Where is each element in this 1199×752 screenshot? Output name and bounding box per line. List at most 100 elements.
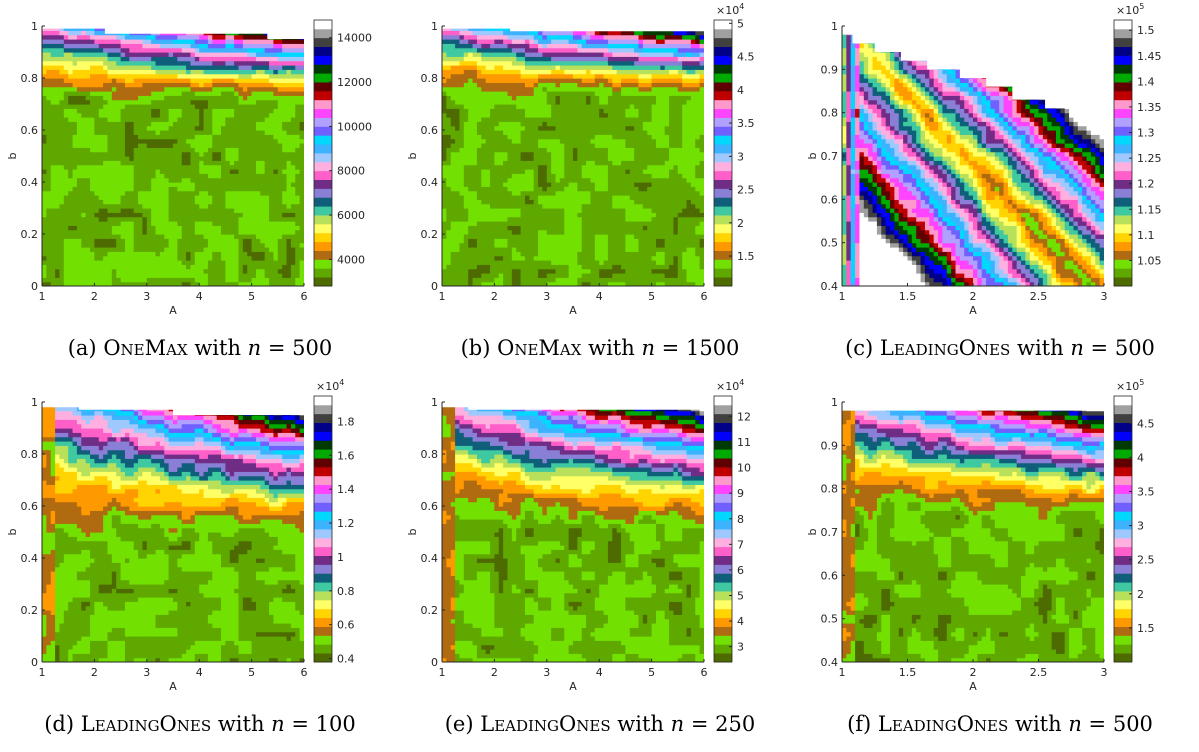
heatmap-cell <box>190 268 196 274</box>
heatmap-cell <box>76 234 82 239</box>
heatmap-cell <box>63 268 69 274</box>
heatmap-cell <box>146 229 152 235</box>
heatmap-cell <box>463 143 469 148</box>
heatmap-cell <box>103 164 109 170</box>
heatmap-cell <box>442 34 447 40</box>
heatmap-cell <box>277 47 283 53</box>
heatmap-cell <box>485 147 491 153</box>
heatmap-cell <box>511 255 517 261</box>
heatmap-cell <box>199 78 205 83</box>
heatmap-cell <box>72 203 78 209</box>
heatmap-cell <box>81 117 87 122</box>
heatmap-cell <box>299 247 304 252</box>
heatmap-cell <box>503 108 509 114</box>
heatmap-cell <box>442 229 447 235</box>
heatmap-cell <box>242 112 248 118</box>
heatmap-cell <box>177 147 183 153</box>
heatmap-cell <box>177 268 183 274</box>
heatmap-cell <box>142 160 148 166</box>
heatmap-cell <box>295 242 301 248</box>
heatmap-cell <box>142 260 148 265</box>
heatmap-cell <box>520 108 526 114</box>
heatmap-cell <box>494 251 500 257</box>
heatmap-cell <box>260 147 266 153</box>
heatmap-cell <box>63 73 69 79</box>
heatmap-cell <box>290 91 296 96</box>
heatmap-cell <box>472 78 478 83</box>
heatmap-cell <box>507 60 513 66</box>
heatmap-cell <box>177 229 183 235</box>
heatmap-cell <box>255 34 261 40</box>
heatmap-cell <box>173 52 178 57</box>
heatmap-cell <box>173 160 178 166</box>
heatmap-cell <box>498 173 504 179</box>
heatmap-cell <box>151 43 157 49</box>
heatmap-cell <box>168 281 174 286</box>
heatmap-cell <box>190 151 196 157</box>
heatmap-cell <box>76 47 82 53</box>
heatmap-cell <box>269 104 275 109</box>
heatmap-cell <box>524 73 530 79</box>
heatmap-cell <box>524 82 530 88</box>
heatmap-cell <box>212 216 218 222</box>
heatmap-cell <box>63 156 69 161</box>
heatmap-cell <box>173 229 178 235</box>
heatmap-cell <box>476 203 482 209</box>
heatmap-cell <box>59 121 65 127</box>
heatmap-cell <box>173 39 178 44</box>
heatmap-cell <box>221 117 226 122</box>
heatmap-cell <box>286 212 292 218</box>
heatmap-cell <box>229 273 235 278</box>
heatmap-cell <box>511 121 517 127</box>
heatmap-cell <box>94 52 100 57</box>
heatmap-cell <box>124 203 130 209</box>
heatmap-cell <box>42 73 47 79</box>
heatmap-cell <box>494 281 500 286</box>
heatmap-cell <box>442 56 447 62</box>
heatmap-cell <box>142 221 148 226</box>
heatmap-cell <box>490 208 495 213</box>
heatmap-cell <box>55 125 61 131</box>
heatmap-cell <box>225 138 231 144</box>
heatmap-cell <box>476 65 482 70</box>
heatmap-cell <box>138 208 144 213</box>
heatmap-cell <box>133 65 139 70</box>
heatmap-cell <box>177 247 183 252</box>
heatmap-cell <box>498 255 504 261</box>
heatmap-cell <box>142 229 148 235</box>
heatmap-cell <box>103 99 109 105</box>
heatmap-cell <box>151 104 157 109</box>
heatmap-cell <box>251 47 257 53</box>
heatmap-cell <box>138 221 144 226</box>
heatmap-cell <box>459 260 465 265</box>
heatmap-cell <box>459 30 465 36</box>
heatmap-cell <box>459 251 465 257</box>
heatmap-cell <box>225 260 231 265</box>
heatmap-cell <box>286 73 292 79</box>
heatmap-cell <box>76 156 82 161</box>
heatmap-cell <box>524 221 530 226</box>
heatmap-cell <box>264 125 270 131</box>
heatmap-cell <box>225 247 231 252</box>
heatmap-cell <box>199 138 205 144</box>
heatmap-cell <box>520 186 526 192</box>
heatmap-cell <box>264 273 270 278</box>
heatmap-cell <box>494 34 500 40</box>
heatmap-cell <box>260 151 266 157</box>
heatmap-cell <box>85 60 91 66</box>
heatmap-cell <box>63 277 69 283</box>
heatmap-cell <box>59 112 65 118</box>
heatmap-cell <box>221 65 226 70</box>
heatmap-cell <box>107 108 113 114</box>
heatmap-cell <box>111 112 117 118</box>
heatmap-cell <box>529 195 535 200</box>
heatmap-cell <box>490 117 495 122</box>
heatmap-cell <box>216 73 222 79</box>
heatmap-cell <box>269 242 275 248</box>
heatmap-cell <box>455 281 461 286</box>
heatmap-cell <box>107 260 113 265</box>
heatmap-cell <box>221 56 226 62</box>
heatmap-cell <box>146 203 152 209</box>
heatmap-cell <box>442 121 447 127</box>
heatmap-cell <box>159 199 165 205</box>
